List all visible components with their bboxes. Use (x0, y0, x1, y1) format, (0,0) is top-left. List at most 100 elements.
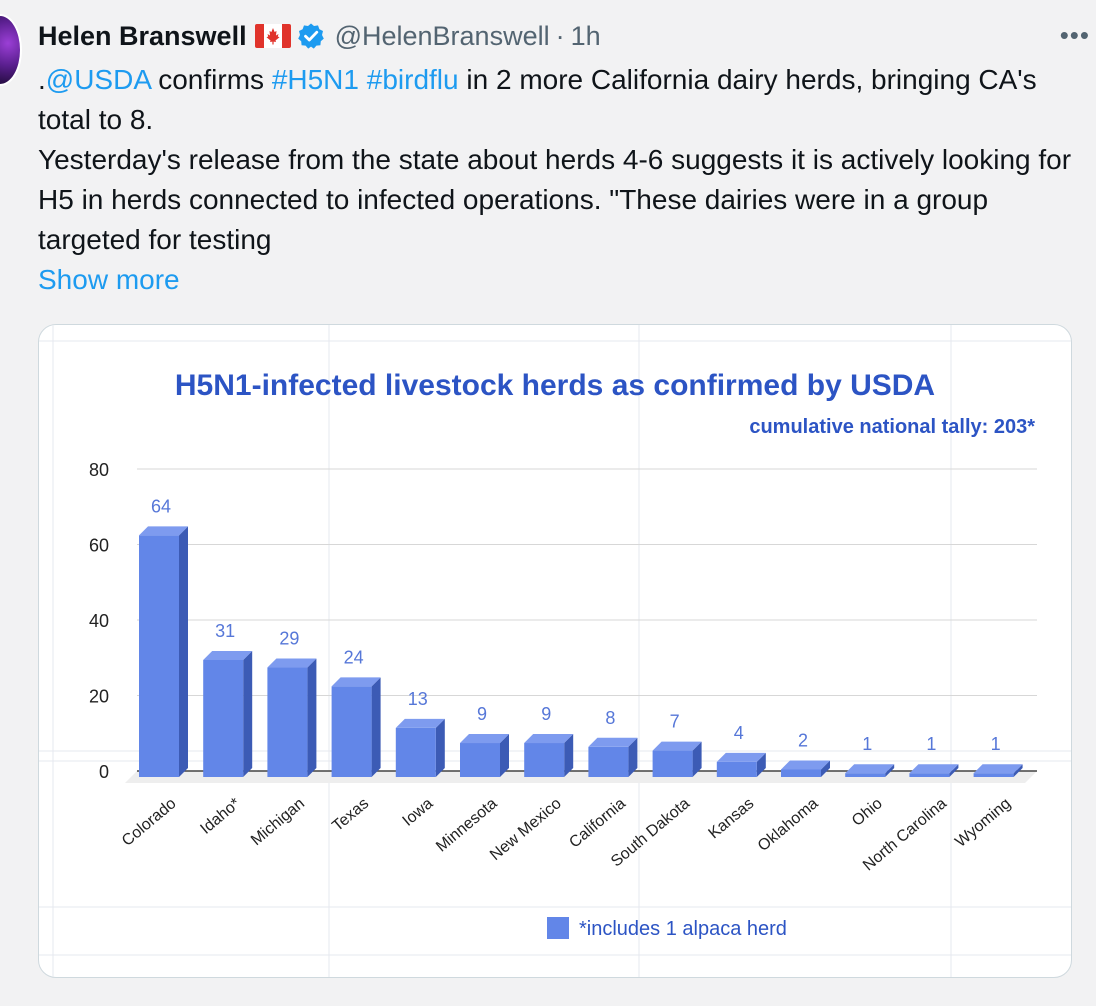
x-axis-tick-labels: Colorado Idaho* Michigan Texas IowaMinnesota… (119, 795, 1014, 874)
bar-front (716, 761, 757, 777)
data-labels: 64 31 29 24 13 9 9 8 7 4 2 1 1 1 (151, 496, 1001, 754)
data-label: 29 (279, 629, 299, 649)
bar-top (781, 760, 830, 770)
data-label: 24 (344, 647, 364, 667)
bar-top (139, 526, 188, 536)
y-tick-label: 40 (89, 611, 109, 631)
bar-side (628, 737, 638, 777)
bar-front (845, 773, 886, 777)
bar-top (524, 734, 574, 744)
y-tick-label: 80 (89, 460, 109, 480)
tweet-paragraph-1: .@USDA confirms #H5N1 #birdflu in 2 more… (38, 60, 1078, 140)
text-prefix: . (38, 64, 46, 95)
x-tick-label: Wyoming (952, 795, 1014, 851)
bar-ohio (845, 764, 895, 777)
text-segment: confirms (150, 64, 272, 95)
data-label: 2 (798, 730, 808, 750)
bar-side (949, 764, 959, 777)
bar-kansas (716, 752, 766, 777)
bar-front (973, 773, 1014, 777)
verified-badge-icon[interactable] (297, 22, 325, 50)
data-label: 1 (991, 734, 1001, 754)
bar-minnesota (460, 734, 509, 777)
bars (139, 526, 1023, 777)
bar-side (692, 741, 702, 777)
mention-usda[interactable]: @USDA (45, 64, 151, 95)
data-label: 4 (734, 723, 744, 743)
author-name[interactable]: Helen Branswell (38, 20, 247, 51)
bar-side (500, 734, 509, 777)
bar-front (909, 773, 950, 777)
bar-front (652, 750, 693, 777)
sheet-grid-background (39, 325, 1071, 977)
hashtag-h5n1[interactable]: #H5N1 (271, 64, 359, 95)
data-label: 1 (862, 734, 872, 754)
y-axis-tick-labels: 0 20 40 60 80 (89, 460, 109, 782)
bar-top (588, 737, 638, 747)
bar-top (267, 658, 317, 668)
data-label: 31 (215, 621, 235, 641)
bar-front (524, 743, 565, 777)
post-time[interactable]: 1h (570, 20, 601, 51)
y-tick-label: 0 (99, 762, 109, 782)
x-tick-label: New Mexico (487, 795, 565, 864)
canada-flag-icon (254, 24, 291, 48)
more-options-icon[interactable]: ••• (1059, 20, 1090, 50)
bar-iowa (395, 718, 445, 777)
bar-top (331, 677, 381, 687)
chart-floor (125, 770, 1037, 783)
bar-top (909, 764, 959, 774)
bar-side (179, 526, 188, 777)
show-more-link[interactable]: Show more (38, 264, 180, 295)
x-tick-label: California (566, 795, 629, 852)
x-tick-label: Iowa (400, 795, 437, 830)
bar-chart: H5N1-infected livestock herds as confirm… (39, 325, 1071, 977)
x-tick-label: Colorado (119, 795, 180, 850)
x-tick-label: Oklahoma (755, 795, 822, 855)
x-tick-label: Texas (329, 795, 372, 835)
x-tick-label: Michigan (248, 795, 308, 849)
data-label: 9 (541, 704, 551, 724)
tweet-paragraph-2: Yesterday's release from the state about… (38, 144, 1072, 255)
y-tick-label: 60 (89, 536, 109, 556)
meta-separator: · (555, 20, 565, 51)
bar-top (845, 764, 895, 774)
profile-avatar[interactable] (0, 14, 22, 86)
text-segment: in 2 more California dairy herds, bringi… (38, 64, 1037, 135)
bar-top (460, 734, 509, 744)
author-handle[interactable]: @HelenBranswell (334, 20, 550, 51)
bar-front (267, 667, 308, 777)
bar-oklahoma (781, 760, 830, 777)
bar-side (1013, 764, 1023, 777)
bar-front (588, 746, 629, 777)
bar-side (307, 658, 317, 777)
bar-front (203, 659, 244, 777)
data-label: 7 (670, 712, 680, 732)
data-label: 8 (605, 708, 615, 728)
bar-michigan (267, 658, 317, 777)
data-label: 9 (477, 704, 487, 724)
bar-california (588, 737, 638, 777)
bar-south-dakota (652, 741, 702, 777)
x-tick-label: Minnesota (433, 795, 501, 856)
floor-plane (125, 771, 1037, 783)
bar-front (139, 535, 179, 777)
bar-north-carolina (909, 764, 959, 777)
bar-side (564, 734, 574, 777)
hashtag-birdflu[interactable]: #birdflu (366, 64, 459, 95)
x-tick-label: Idaho* (197, 795, 243, 838)
data-label: 64 (151, 496, 171, 516)
tweet-text: .@USDA confirms #H5N1 #birdflu in 2 more… (38, 60, 1078, 260)
bar-side (243, 650, 253, 777)
bar-top (716, 752, 766, 762)
bar-top (652, 741, 702, 751)
legend-text: *includes 1 alpaca herd (579, 918, 787, 940)
x-tick-label: Kansas (706, 795, 758, 842)
chart-subtitle: cumulative national tally: 203* (749, 416, 1035, 438)
tweet-media-card[interactable]: H5N1-infected livestock herds as confirm… (38, 324, 1072, 978)
bar-colorado (139, 526, 188, 777)
bar-texas (331, 677, 381, 777)
legend-swatch (547, 917, 569, 939)
bar-front (460, 743, 500, 777)
tweet-header: Helen Branswell @HelenBranswell · 1h (38, 16, 1076, 56)
